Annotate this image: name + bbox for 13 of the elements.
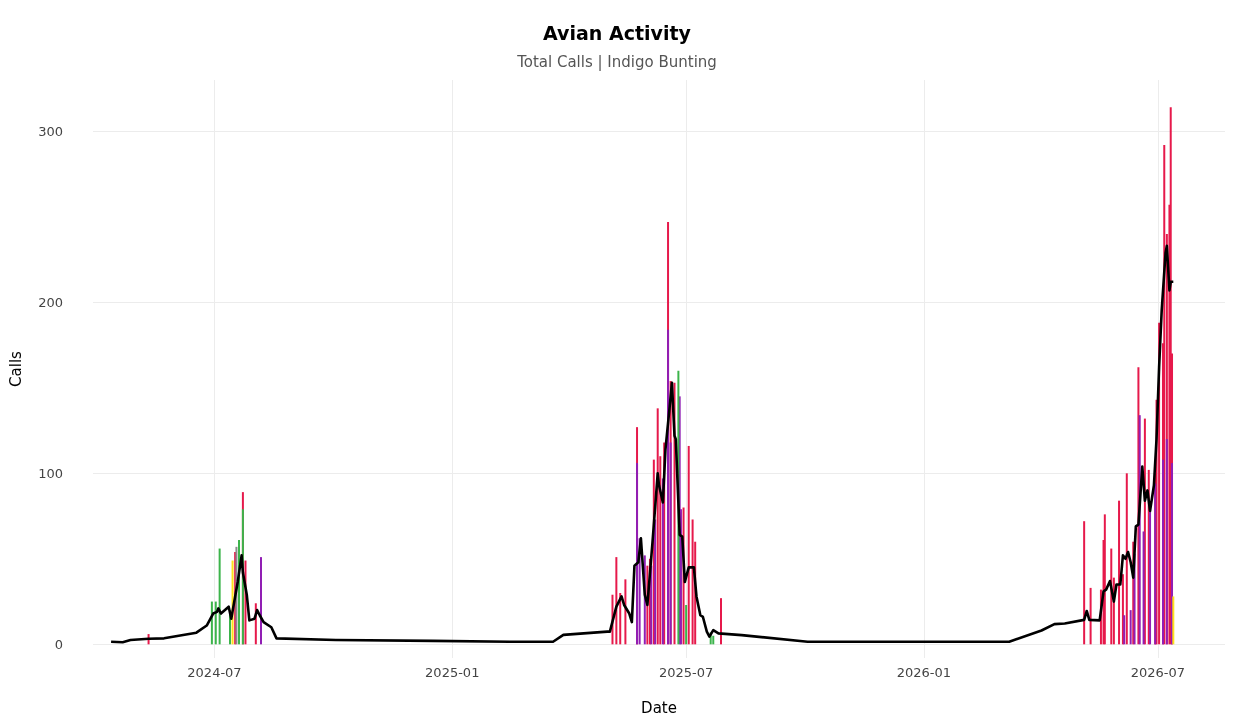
chart-title: Avian Activity	[543, 21, 692, 44]
y-tick-label: 200	[38, 294, 63, 310]
chart-subtitle: Total Calls | Indigo Bunting	[516, 52, 717, 71]
x-tick-label: 2024-07	[187, 665, 242, 680]
x-tick-label: 2025-07	[658, 665, 714, 680]
x-axis-title: Date	[641, 698, 677, 717]
y-tick-label: 300	[38, 123, 63, 139]
x-tick-label: 2025-01	[425, 665, 480, 680]
x-tick-label: 2026-07	[1130, 665, 1185, 680]
y-tick-label: 100	[38, 465, 63, 481]
y-tick-label: 0	[54, 636, 63, 652]
y-axis-title: Calls	[6, 350, 25, 387]
x-tick-label: 2026-01	[896, 665, 952, 680]
